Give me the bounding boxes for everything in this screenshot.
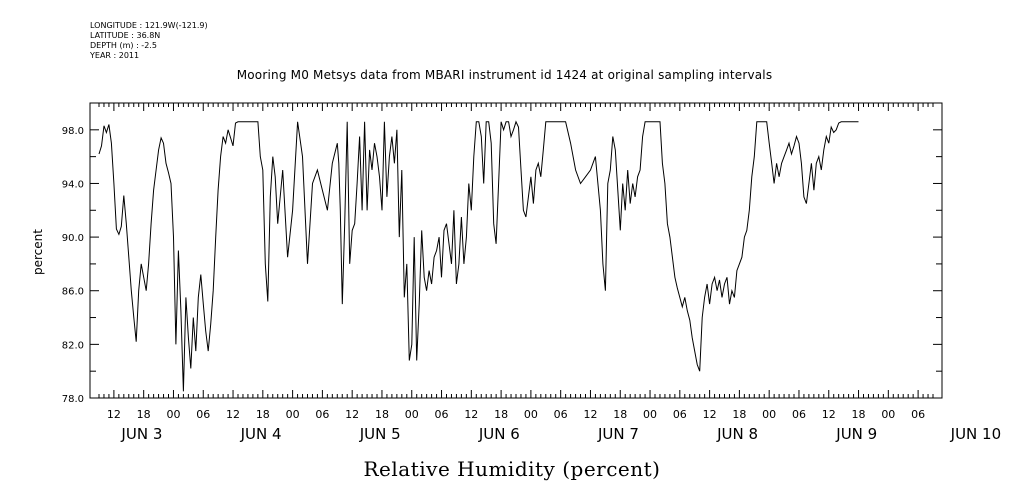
- y-tick-label: 90.0: [62, 233, 84, 244]
- x-tick-label: 00: [762, 408, 776, 421]
- x-tick-label: 12: [703, 408, 717, 421]
- x-tick-label: 06: [435, 408, 449, 421]
- chart-title: Mooring M0 Metsys data from MBARI instru…: [236, 68, 773, 82]
- x-tick-label: 18: [256, 408, 270, 421]
- x-tick-label: 06: [315, 408, 329, 421]
- x-tick-label: 00: [524, 408, 538, 421]
- x-tick-label: 18: [732, 408, 746, 421]
- x-tick-label: 18: [852, 408, 866, 421]
- x-tick-label: 12: [583, 408, 597, 421]
- x-tick-label: 12: [464, 408, 478, 421]
- day-label: JUN 9: [835, 425, 877, 443]
- longitude-text: LONGITUDE : 121.9W(-121.9): [90, 21, 208, 30]
- latitude-text: LATITUDE : 36.8N: [90, 31, 161, 40]
- x-tick-label: 00: [643, 408, 657, 421]
- x-tick-label: 00: [166, 408, 180, 421]
- x-tick-label: 18: [137, 408, 151, 421]
- x-tick-label: 00: [881, 408, 895, 421]
- x-tick-label: 12: [107, 408, 121, 421]
- x-tick-label: 06: [554, 408, 568, 421]
- chart-axes: [89, 102, 943, 399]
- x-tick-label: 12: [226, 408, 240, 421]
- chart-ticks: [90, 102, 942, 399]
- y-tick-label: 94.0: [62, 179, 84, 190]
- year-text: YEAR : 2011: [90, 51, 140, 60]
- day-label: JUN 4: [240, 425, 282, 443]
- day-label: JUN 5: [359, 425, 401, 443]
- x-axis-label: Relative Humidity (percent): [364, 457, 661, 481]
- x-tick-label: 18: [613, 408, 627, 421]
- metadata-block: LONGITUDE : 121.9W(-121.9) LATITUDE : 36…: [90, 21, 208, 61]
- x-tick-label: 18: [375, 408, 389, 421]
- y-axis-label: percent: [31, 229, 45, 275]
- x-tick-label: 12: [822, 408, 836, 421]
- day-label: JUN 7: [597, 425, 639, 443]
- x-tick-label: 06: [792, 408, 806, 421]
- x-tick-label: 00: [405, 408, 419, 421]
- y-tick-label: 82.0: [62, 340, 84, 351]
- y-tick-label: 86.0: [62, 287, 84, 298]
- x-tick-label: 18: [494, 408, 508, 421]
- x-tick-label: 00: [286, 408, 300, 421]
- plot-frame: [89, 102, 943, 399]
- depth-text: DEPTH (m) : -2.5: [90, 41, 157, 50]
- x-tick-label: 06: [196, 408, 210, 421]
- day-label: JUN 3: [120, 425, 162, 443]
- day-label: JUN 6: [478, 425, 520, 443]
- y-tick-label: 98.0: [62, 126, 84, 137]
- series-line: [98, 120, 859, 392]
- day-label: JUN 10: [950, 425, 1001, 443]
- y-tick-label: 78.0: [62, 394, 84, 405]
- chart-tick-labels: 78.0 82.0 86.0 90.0 94.0 98.0 12 18 00 06 12 18 00 06…: [62, 126, 1001, 443]
- x-tick-label: 06: [911, 408, 925, 421]
- x-tick-label: 12: [345, 408, 359, 421]
- x-tick-label: 06: [673, 408, 687, 421]
- day-label: JUN 8: [716, 425, 758, 443]
